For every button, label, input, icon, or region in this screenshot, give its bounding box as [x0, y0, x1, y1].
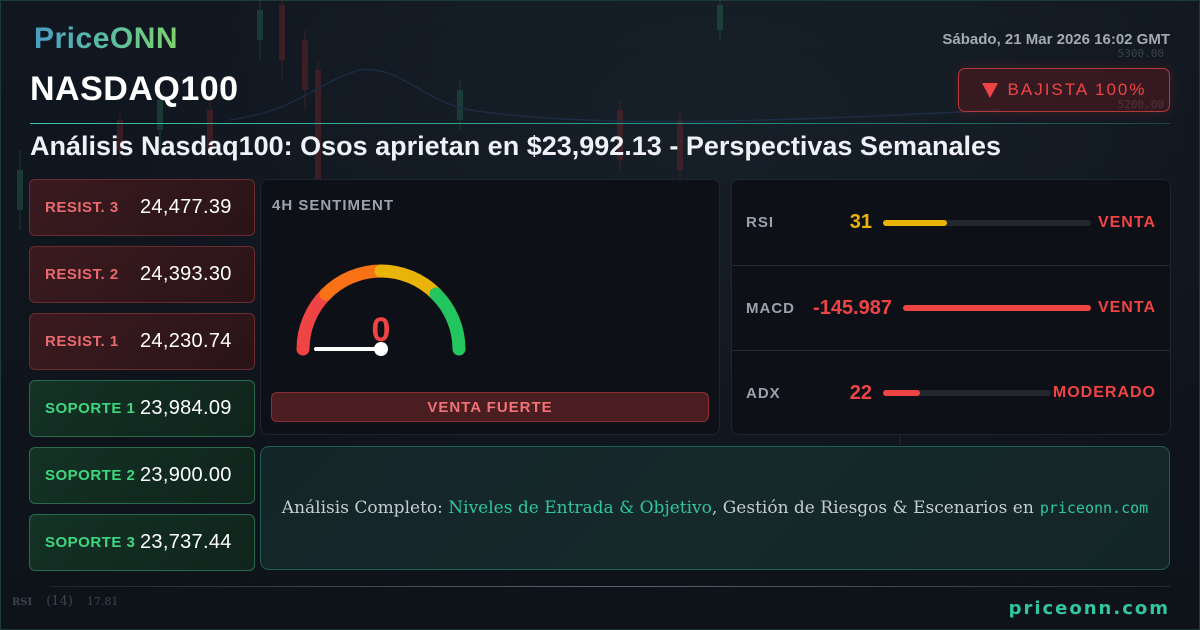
indicator-value: 22 — [849, 381, 872, 404]
cta-site-link[interactable]: priceonn.com — [1039, 499, 1149, 517]
level-value: 23,984.09 — [140, 397, 232, 419]
level-value: 23,900.00 — [140, 464, 232, 486]
level-value: 24,477.39 — [140, 196, 232, 218]
support-2-card: SOPORTE 2 23,900.00 — [29, 447, 255, 504]
indicator-value: -145.987 — [813, 296, 892, 319]
brand-logo: PriceONN — [34, 22, 179, 55]
sentiment-gauge-icon: 0 — [296, 264, 466, 356]
indicator-name: RSI — [746, 214, 775, 231]
level-label: SOPORTE 3 — [45, 534, 136, 551]
trend-label: BAJISTA 100% — [1007, 80, 1147, 99]
indicator-signal: VENTA — [1097, 213, 1156, 231]
indicator-bar — [883, 219, 1091, 226]
level-value: 24,393.30 — [140, 263, 232, 285]
indicator-bar-fill — [883, 390, 920, 396]
header-divider — [30, 123, 1170, 124]
indicator-bar — [883, 390, 1051, 396]
level-value: 23,737.44 — [140, 531, 232, 553]
resistance-3-card: RESIST. 3 24,477.39 — [29, 179, 255, 236]
resistance-1-card: RESIST. 1 24,230.74 — [29, 313, 255, 370]
indicators-panel: RSI 31 VENTA MACD -145.987 VENTA ADX 22 … — [731, 179, 1171, 435]
key-levels-list: RESIST. 3 24,477.39 RESIST. 2 24,393.30 … — [29, 179, 255, 581]
sentiment-verdict-badge: VENTA FUERTE — [271, 392, 709, 422]
indicator-bar-fill — [903, 305, 1091, 311]
bg-rsi-label: RSI (14) 17.81 — [12, 594, 119, 609]
level-label: SOPORTE 1 — [45, 400, 136, 417]
indicator-signal: VENTA — [1097, 299, 1156, 316]
level-value: 24,230.74 — [140, 330, 232, 352]
indicator-row-macd: MACD -145.987 VENTA — [732, 265, 1170, 350]
sentiment-title: 4H SENTIMENT — [272, 197, 395, 214]
full-analysis-cta[interactable]: Análisis Completo: Niveles de Entrada & … — [260, 446, 1170, 570]
bg-price-label: 5200.00 — [1117, 98, 1164, 111]
cta-prefix: Análisis Completo: — [281, 498, 449, 518]
indicator-row-adx: ADX 22 MODERADO — [732, 350, 1170, 435]
support-1-card: SOPORTE 1 23,984.09 — [29, 380, 255, 437]
indicator-row-rsi: RSI 31 VENTA — [732, 180, 1170, 265]
footer-divider — [50, 586, 1170, 587]
level-label: RESIST. 1 — [45, 333, 119, 350]
level-label: SOPORTE 2 — [45, 467, 136, 484]
indicator-bar-fill — [883, 219, 948, 226]
indicator-bar — [903, 305, 1091, 311]
indicator-value: 31 — [849, 211, 872, 233]
level-label: RESIST. 2 — [45, 266, 119, 283]
footer-site-link[interactable]: priceonn.com — [1008, 598, 1170, 619]
bg-price-label: 5300.00 — [1117, 47, 1164, 60]
indicator-signal: MODERADO — [1052, 384, 1156, 401]
resistance-2-card: RESIST. 2 24,393.30 — [29, 246, 255, 303]
triangle-down-icon — [981, 82, 998, 98]
ticker-symbol: NASDAQ100 — [30, 70, 239, 108]
support-3-card: SOPORTE 3 23,737.44 — [29, 514, 255, 571]
cta-highlight: Niveles de Entrada & Objetivo — [448, 498, 712, 518]
trend-badge: BAJISTA 100% — [958, 68, 1170, 112]
page-title: Análisis Nasdaq100: Osos aprietan en $23… — [30, 131, 1002, 161]
sentiment-panel: 4H SENTIMENT 0 VENTA FUERTE — [260, 179, 720, 435]
level-label: RESIST. 3 — [45, 199, 119, 216]
indicator-name: MACD — [746, 299, 795, 317]
sentiment-value: 0 — [372, 311, 391, 349]
indicator-name: ADX — [746, 384, 781, 402]
timestamp: Sábado, 21 Mar 2026 16:02 GMT — [942, 31, 1170, 48]
cta-middle: , Gestión de Riesgos & Escenarios en — [711, 498, 1034, 518]
